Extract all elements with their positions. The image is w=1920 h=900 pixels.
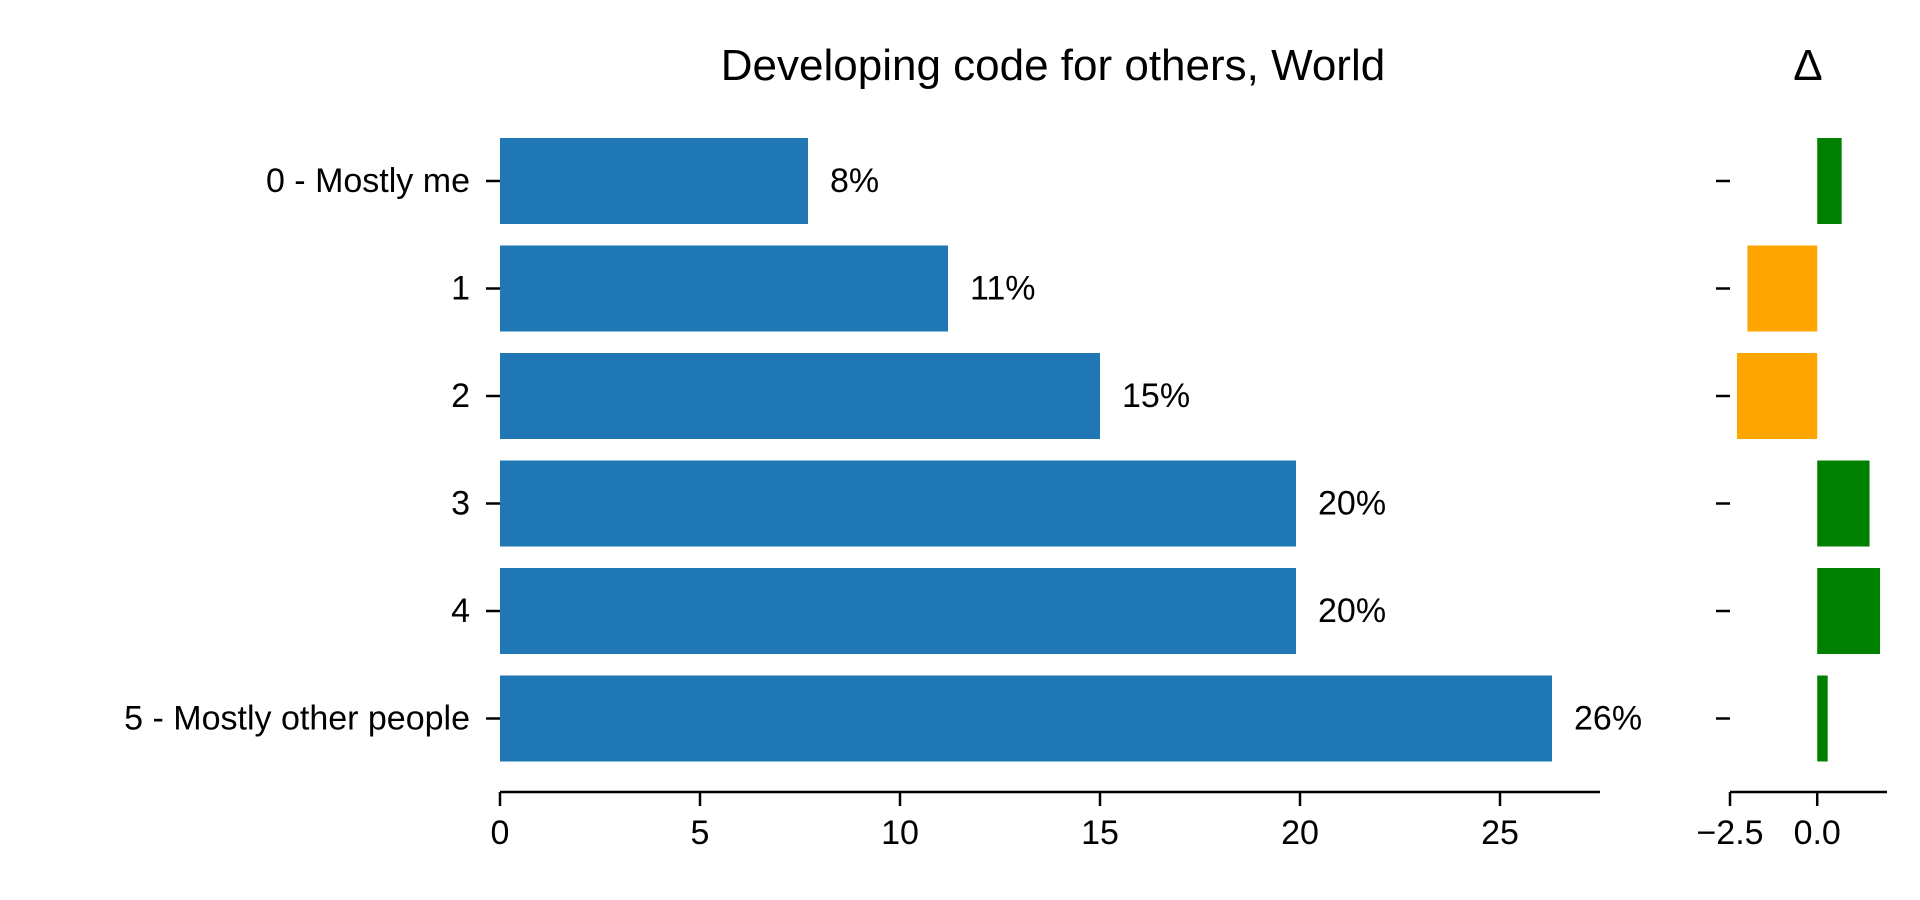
data-label-4: 20% — [1318, 592, 1386, 630]
delta-bar-4 — [1817, 568, 1881, 654]
x-tick-label-1: 5 — [691, 814, 710, 852]
category-label-5: 5 - Mostly other people — [124, 699, 470, 737]
category-label-3: 3 — [451, 484, 470, 522]
delta-x-tick-label-1: 0.0 — [1794, 814, 1841, 852]
delta-bar-5 — [1817, 675, 1828, 762]
main-chart-title: Developing code for others, World — [721, 41, 1385, 90]
x-tick-label-0: 0 — [491, 814, 510, 852]
data-label-1: 11% — [970, 269, 1036, 307]
data-label-0: 8% — [830, 162, 879, 200]
data-label-2: 15% — [1122, 377, 1190, 415]
x-tick-label-4: 20 — [1281, 814, 1319, 852]
delta-bar-panel: −2.5 0.0 — [1696, 138, 1887, 852]
category-label-2: 2 — [451, 377, 470, 415]
delta-x-tick-label-0: −2.5 — [1696, 814, 1763, 852]
category-label-4: 4 — [451, 592, 470, 630]
delta-bar-3 — [1817, 460, 1870, 547]
bar-1 — [500, 245, 948, 332]
data-label-3: 20% — [1318, 484, 1386, 522]
delta-bar-1 — [1747, 245, 1818, 332]
x-tick-label-5: 25 — [1481, 814, 1519, 852]
data-label-5: 26% — [1574, 699, 1642, 737]
category-label-1: 1 — [451, 269, 470, 307]
bar-3 — [500, 460, 1296, 547]
x-tick-label-3: 15 — [1081, 814, 1119, 852]
category-label-0: 0 - Mostly me — [266, 162, 470, 200]
bar-0 — [500, 138, 808, 224]
delta-chart-title: Δ — [1793, 41, 1822, 90]
delta-bar-2 — [1736, 353, 1818, 439]
main-bar-panel: 8% 0 - Mostly me 11% 1 15% 2 20% 3 20% 4 26% 5 - Mo… — [124, 138, 1642, 852]
bar-5 — [500, 675, 1552, 762]
bar-4 — [500, 568, 1296, 654]
delta-bar-0 — [1817, 138, 1842, 224]
bar-2 — [500, 353, 1100, 439]
x-tick-label-2: 10 — [881, 814, 919, 852]
